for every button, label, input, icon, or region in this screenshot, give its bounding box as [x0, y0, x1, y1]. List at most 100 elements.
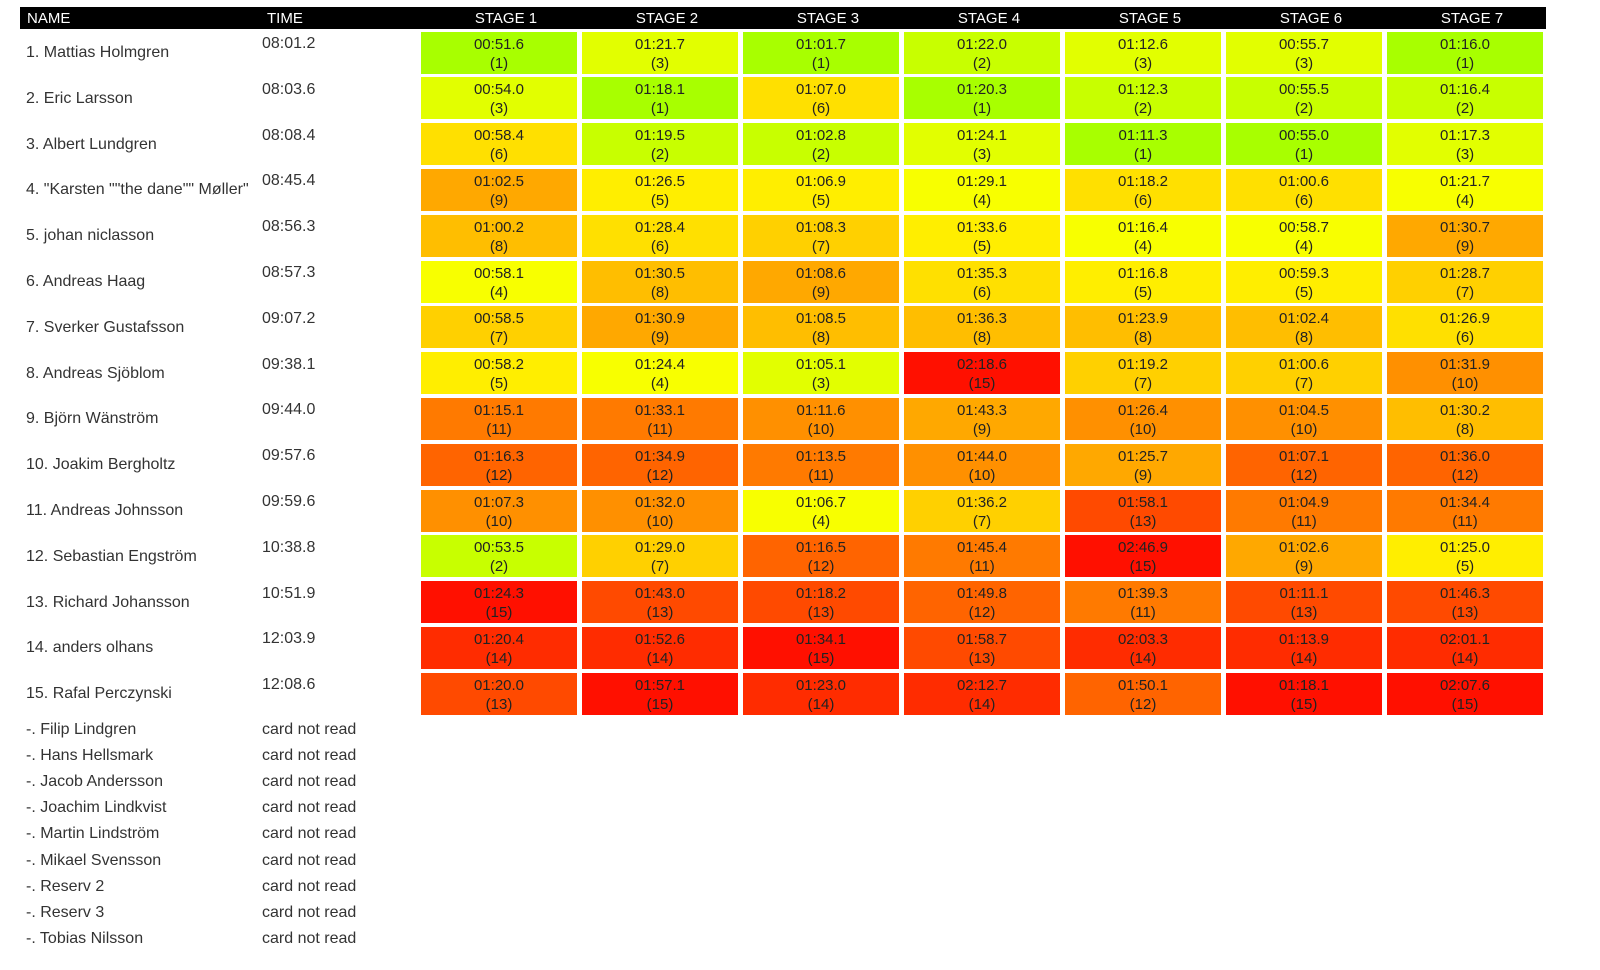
- stage-rank: (15): [1129, 558, 1157, 576]
- stage-rank: (1): [1455, 54, 1475, 72]
- stage-cell: 01:33.1 (11): [582, 397, 738, 440]
- stage-time: 02:46.9: [1117, 539, 1169, 557]
- stage-cell: 00:54.0 (3): [421, 77, 577, 120]
- stage-cell: 01:11.3 (1): [1065, 123, 1221, 166]
- stage-time: 01:57.1: [634, 676, 686, 694]
- runner-name: 7. Sverker Gustafsson: [26, 318, 185, 336]
- stage-time: 01:58.1: [1117, 493, 1169, 511]
- unread-status: card not read: [262, 799, 357, 817]
- stage-rank: (13): [1129, 512, 1157, 530]
- stage-cell: 01:34.4 (11): [1387, 489, 1543, 532]
- stage-time: 01:45.4: [956, 539, 1008, 557]
- runner-total-time: 08:57.3: [262, 264, 316, 281]
- header-stage-1: STAGE 1: [474, 10, 538, 27]
- stage-time: 02:18.6: [956, 356, 1008, 374]
- stage-rank: (6): [1294, 191, 1314, 209]
- stage-rank: (5): [489, 375, 509, 393]
- stage-time: 01:07.3: [473, 493, 525, 511]
- stage-rank: (10): [1129, 420, 1157, 438]
- stage-cell: 01:46.3 (13): [1387, 581, 1543, 624]
- runner-total-time: 08:56.3: [262, 218, 316, 236]
- stage-time: 01:34.9: [634, 447, 686, 465]
- stage-cell: 01:26.4 (10): [1065, 397, 1221, 440]
- stage-cell: 01:06.7 (4): [743, 489, 899, 532]
- stage-rank: (11): [647, 420, 673, 438]
- stage-cell: 01:16.4 (4): [1065, 214, 1221, 257]
- stage-cell: 01:13.9 (14): [1226, 626, 1382, 669]
- stage-time: 01:01.7: [795, 35, 847, 53]
- stage-cell: 01:49.8 (12): [904, 581, 1060, 624]
- stage-cell: 00:58.4 (6): [421, 123, 577, 166]
- unread-status: card not read: [262, 721, 357, 738]
- stage-cell: 01:43.0 (13): [582, 581, 738, 624]
- runner-name: 1. Mattias Holmgren: [26, 44, 170, 61]
- stage-time: 00:55.0: [1278, 127, 1330, 145]
- runner-name: 3. Albert Lundgren: [26, 135, 157, 153]
- stage-cell: 01:16.4 (2): [1387, 77, 1543, 120]
- unread-runner-name: -. Tobias Nilsson: [26, 929, 144, 947]
- runner-name: 15. Rafal Perczynski: [26, 685, 172, 703]
- stage-time: 01:30.9: [634, 310, 686, 328]
- stage-rank: (8): [1455, 420, 1475, 438]
- stage-time: 01:20.3: [956, 81, 1008, 99]
- stage-cell: 01:45.4 (11): [904, 535, 1060, 578]
- stage-cell: 01:20.0 (13): [421, 672, 577, 715]
- runner-name: 10. Joakim Bergholtz: [26, 456, 176, 474]
- stage-time: 01:33.1: [634, 401, 686, 419]
- stage-cell: 01:16.5 (12): [743, 535, 899, 578]
- stage-time: 01:11.1: [1279, 585, 1329, 603]
- stage-time: 00:51.6: [473, 35, 525, 53]
- stage-time: 01:06.9: [795, 172, 847, 190]
- stage-time: 01:19.2: [1117, 356, 1169, 374]
- stage-rank: (6): [972, 283, 992, 301]
- stage-time: 01:18.1: [634, 81, 686, 99]
- stage-rank: (4): [650, 375, 670, 393]
- header-stage-6: STAGE 6: [1279, 10, 1343, 27]
- stage-rank: (9): [972, 420, 992, 438]
- runner-name: 12. Sebastian Engström: [26, 547, 197, 565]
- stage-rank: (7): [972, 512, 992, 530]
- stage-rank: (3): [1133, 54, 1153, 72]
- stage-cell: 01:30.9 (9): [582, 306, 738, 349]
- stage-rank: (13): [1451, 604, 1479, 622]
- stage-rank: (2): [1133, 100, 1153, 118]
- runner-total-time: 12:03.9: [262, 630, 316, 648]
- stage-cell: 01:02.8 (2): [743, 123, 899, 166]
- stage-time: 01:58.7: [956, 630, 1008, 648]
- stage-time: 01:16.4: [1439, 81, 1491, 99]
- stage-rank: (14): [968, 695, 996, 713]
- stage-time: 01:26.5: [634, 172, 686, 190]
- runner-total-time: 12:08.6: [262, 676, 316, 694]
- stage-time: 02:07.6: [1439, 676, 1491, 694]
- stage-cell: 00:58.5 (7): [421, 306, 577, 349]
- runner-total-time: 09:07.2: [262, 309, 316, 327]
- stage-cell: 01:52.6 (14): [582, 626, 738, 669]
- stage-time: 00:55.5: [1278, 81, 1330, 99]
- stage-time: 01:20.0: [473, 676, 525, 694]
- stage-cell: 01:30.7 (9): [1387, 214, 1543, 257]
- stage-time: 01:32.0: [634, 493, 686, 511]
- stage-cell: 00:58.2 (5): [421, 352, 577, 395]
- header-stage-3: STAGE 3: [796, 10, 860, 27]
- stage-rank: (6): [1455, 329, 1475, 347]
- stage-cell: 01:04.5 (10): [1226, 397, 1382, 440]
- unread-runner-name: -. Joachim Lindkvist: [26, 799, 167, 817]
- stage-rank: (14): [807, 695, 835, 713]
- stage-time: 01:18.1: [1278, 676, 1330, 694]
- stage-cell: 01:32.0 (10): [582, 489, 738, 532]
- stage-rank: (11): [1452, 512, 1478, 530]
- stage-time: 01:39.3: [1117, 585, 1169, 603]
- stage-rank: (9): [650, 329, 670, 347]
- header-stage-7: STAGE 7: [1440, 10, 1504, 27]
- stage-cell: 00:59.3 (5): [1226, 260, 1382, 303]
- stage-time: 01:43.0: [634, 585, 686, 603]
- stage-time: 01:07.1: [1278, 447, 1330, 465]
- stage-time: 01:44.0: [956, 447, 1008, 465]
- stage-time: 01:29.1: [956, 172, 1008, 190]
- runner-total-time: 10:51.9: [262, 584, 316, 602]
- stage-cell: 02:07.6 (15): [1387, 672, 1543, 715]
- stage-rank: (12): [646, 466, 674, 484]
- stage-cell: 01:18.2 (6): [1065, 168, 1221, 211]
- stage-time: 01:25.7: [1117, 447, 1169, 465]
- stage-rank: (10): [807, 420, 835, 438]
